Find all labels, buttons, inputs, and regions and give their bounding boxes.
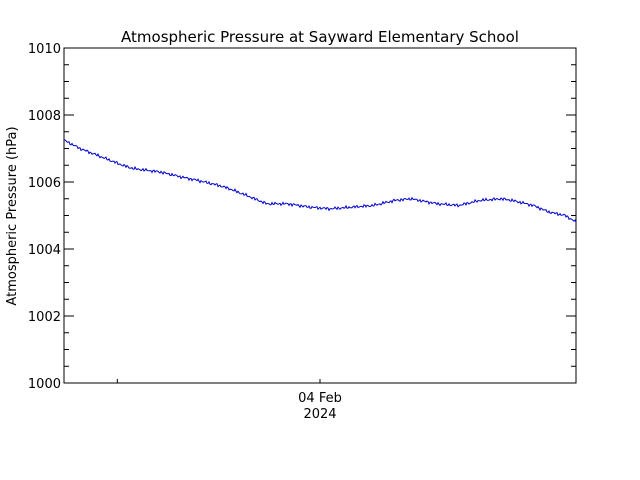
x-tick-label-date: 04 Feb [298,391,342,406]
series-layer [63,138,577,223]
y-tick-label: 1006 [28,176,61,191]
pressure-series-line [63,138,577,223]
y-tick-label: 1008 [28,109,61,124]
y-axis-label: Atmospheric Pressure (hPa) [5,126,20,305]
chart-title: Atmospheric Pressure at Sayward Elementa… [121,28,519,46]
y-tick-label: 1004 [28,243,61,258]
y-tick-label: 1002 [28,310,61,325]
y-tick-label: 1000 [28,377,61,392]
x-tick-label-year: 2024 [303,407,336,422]
y-tick-label: 1010 [28,42,61,57]
y-axis: 1000 1002 1004 1006 1008 1010 [28,42,576,392]
plot-frame [63,47,577,384]
